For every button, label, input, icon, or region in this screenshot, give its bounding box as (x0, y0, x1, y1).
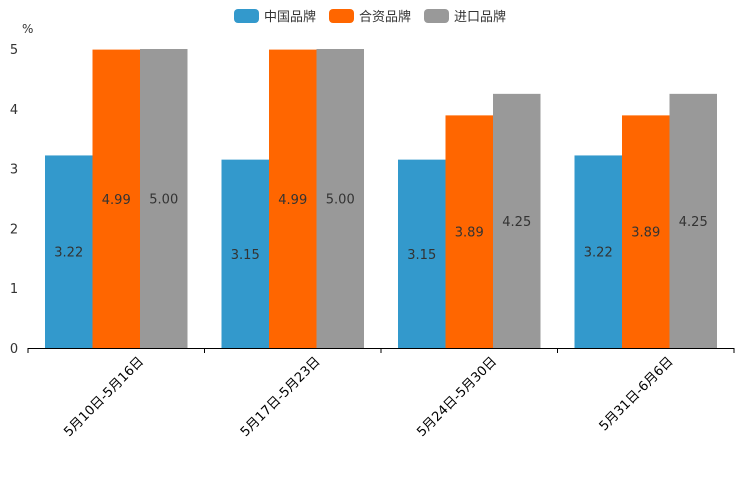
x-tick-label: 5月10日-5月16日 (61, 354, 147, 440)
y-tick-label: 0 (10, 342, 18, 357)
x-tick-label: 5月24日-5月30日 (414, 354, 500, 440)
y-axis: 0 1 2 3 4 5 (10, 43, 18, 357)
bar (269, 49, 317, 349)
y-tick-label: 3 (10, 163, 18, 178)
bar (622, 115, 670, 349)
x-tick-label: 5月17日-5月23日 (238, 354, 324, 440)
data-label: 3.89 (455, 226, 484, 241)
data-label: 4.99 (278, 193, 307, 208)
bar (398, 159, 446, 348)
legend-swatch (329, 9, 354, 23)
data-label: 3.22 (584, 246, 613, 261)
bar (574, 155, 622, 348)
data-label: 3.22 (54, 246, 83, 261)
legend: 中国品牌 合资品牌 进口品牌 (234, 9, 506, 25)
x-tick-label: 5月31日-6月6日 (597, 354, 677, 434)
bar (493, 93, 541, 348)
data-label: 4.25 (679, 215, 708, 230)
legend-label: 合资品牌 (359, 9, 411, 25)
bar (669, 93, 717, 348)
bar (316, 49, 364, 348)
y-tick-label: 4 (10, 103, 18, 118)
bar (92, 49, 140, 349)
data-label: 4.99 (102, 193, 131, 208)
legend-label: 中国品牌 (264, 9, 316, 25)
bar (445, 115, 493, 349)
bars: 3.22 4.99 5.00 3.15 4.99 5.00 3.15 3.89 4.25 3.22… (45, 49, 717, 349)
data-label: 5.00 (149, 193, 178, 208)
bar (221, 159, 269, 348)
legend-swatch (424, 9, 449, 23)
data-label: 5.00 (326, 193, 355, 208)
y-axis-label: % (22, 22, 33, 36)
data-label: 3.89 (631, 226, 660, 241)
data-label: 4.25 (502, 215, 531, 230)
y-tick-label: 2 (10, 222, 18, 237)
legend-label: 进口品牌 (454, 9, 506, 25)
bar (140, 49, 188, 348)
y-tick-label: 5 (10, 43, 18, 58)
x-axis: 5月10日-5月16日 5月17日-5月23日 5月24日-5月30日 5月31日-6… (27, 348, 735, 440)
bar (45, 155, 93, 348)
y-tick-label: 1 (10, 282, 18, 297)
data-label: 3.15 (231, 248, 260, 263)
legend-swatch (234, 9, 259, 23)
data-label: 3.15 (407, 248, 436, 263)
